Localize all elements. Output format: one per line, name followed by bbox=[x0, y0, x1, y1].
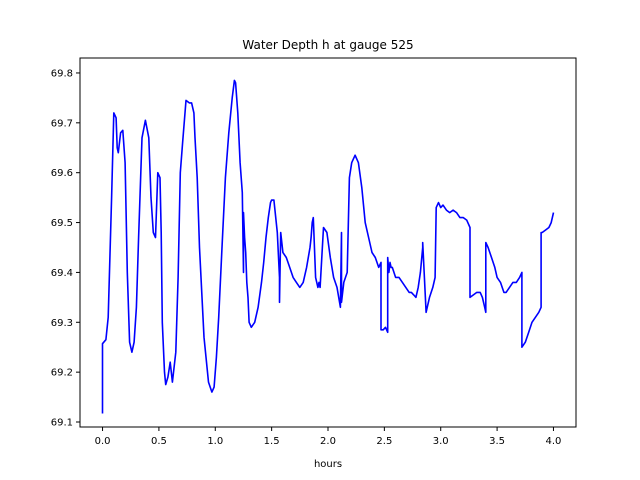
y-tick-label: 69.2 bbox=[51, 368, 73, 379]
y-tick-label: 69.8 bbox=[51, 68, 73, 79]
x-tick-label: 4.0 bbox=[546, 436, 562, 447]
y-tick-label: 69.6 bbox=[51, 168, 73, 179]
y-tick-label: 69.3 bbox=[51, 318, 73, 329]
x-tick-label: 2.5 bbox=[376, 436, 392, 447]
x-tick-label: 2.0 bbox=[320, 436, 336, 447]
x-tick-label: 0.5 bbox=[151, 436, 167, 447]
y-tick-label: 69.7 bbox=[51, 118, 73, 129]
x-tick-label: 3.5 bbox=[489, 436, 505, 447]
y-tick-label: 69.4 bbox=[51, 268, 73, 279]
y-tick-label: 69.5 bbox=[51, 218, 73, 229]
chart-title: Water Depth h at gauge 525 bbox=[242, 38, 413, 52]
x-tick-label: 1.5 bbox=[264, 436, 280, 447]
x-tick-label: 0.0 bbox=[95, 436, 111, 447]
series-layer bbox=[101, 79, 555, 414]
series-line-0 bbox=[101, 79, 555, 414]
x-tick-label: 1.0 bbox=[207, 436, 223, 447]
y-tick-label: 69.1 bbox=[51, 418, 73, 429]
y-axis-ticks: 69.1 69.2 69.3 69.4 69.5 69.6 69.7 69.8 bbox=[51, 68, 80, 429]
x-axis-ticks: 0.0 0.5 1.0 1.5 2.0 2.5 3.0 3.5 4.0 bbox=[95, 427, 562, 447]
x-axis-label: hours bbox=[314, 459, 342, 470]
x-tick-label: 3.0 bbox=[433, 436, 449, 447]
